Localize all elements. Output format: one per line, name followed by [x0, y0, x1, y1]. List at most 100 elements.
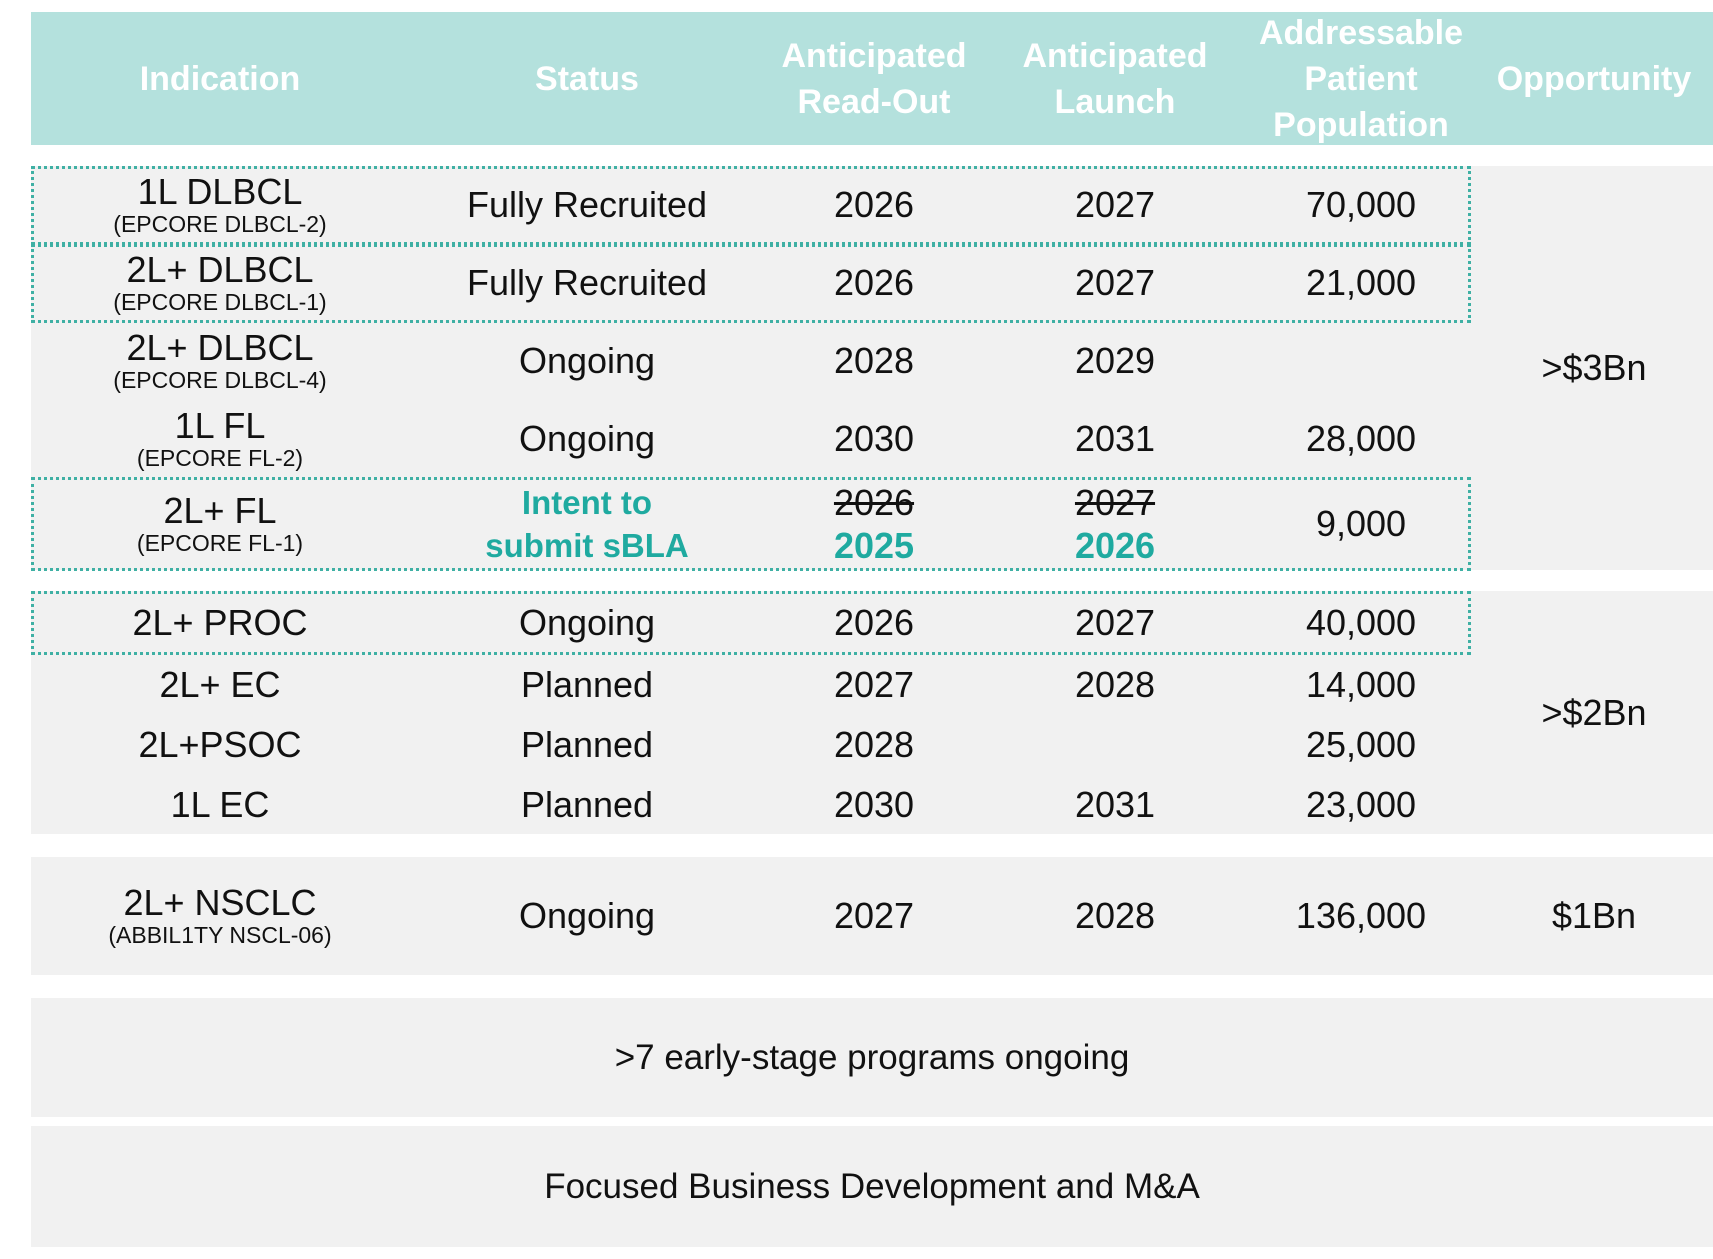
table-row: 2L+ FL (EPCORE FL-1) Intent to submit sB…: [31, 478, 1713, 570]
indication-cell: 1L EC: [170, 783, 270, 825]
launch-cell: 2027: [1074, 184, 1156, 225]
status-line2: submit sBLA: [485, 527, 689, 564]
indication-cell: 2L+ PROC: [132, 602, 308, 643]
status-cell: Planned: [520, 783, 654, 825]
readout-cell: 2030: [833, 418, 915, 459]
status-cell: Fully Recruited: [466, 184, 708, 225]
table-row: 2L+ PROC Ongoing 2026 2027 40,000: [31, 591, 1713, 655]
readout-cell: 2026: [833, 184, 915, 225]
readout-cell: 2026: [833, 602, 915, 643]
trial-name: (EPCORE DLBCL-4): [113, 367, 327, 393]
indication-name: 2L+ DLBCL: [126, 249, 314, 290]
opportunity-heme: >$3Bn: [1541, 347, 1647, 388]
population-cell: 23,000: [1305, 783, 1417, 825]
trial-name: (EPCORE FL-1): [136, 530, 304, 556]
population-cell: 28,000: [1305, 418, 1417, 459]
readout-old: 2026: [833, 482, 915, 523]
launch-old: 2027: [1074, 482, 1156, 523]
indication-name: 1L FL: [174, 405, 266, 446]
header-readout-line1: Anticipated: [781, 36, 967, 75]
population-cell: 70,000: [1305, 184, 1417, 225]
readout-cell: 2026 2025: [765, 478, 983, 570]
header-status: Status: [535, 59, 639, 98]
indication-name: 2L+ DLBCL: [126, 327, 314, 368]
header-population-line1: Addressable: [1258, 13, 1464, 52]
table-row: 1L DLBCL (EPCORE DLBCL-2) Fully Recruite…: [31, 166, 1713, 244]
launch-cell: 2027 2026: [983, 478, 1247, 570]
table-row: 2L+ DLBCL (EPCORE DLBCL-4) Ongoing 2028 …: [31, 322, 1713, 400]
header-launch: Anticipated Launch: [983, 12, 1247, 145]
readout-cell: 2026: [833, 262, 915, 303]
indication-cell: 1L DLBCL (EPCORE DLBCL-2): [31, 166, 409, 244]
indication-cell: 2L+ EC: [159, 664, 281, 705]
population-cell: 14,000: [1305, 664, 1417, 705]
header-opportunity: Opportunity: [1496, 59, 1692, 98]
indication-name: 2L+ FL: [163, 490, 277, 531]
trial-name: (ABBIL1TY NSCL-06): [108, 922, 332, 948]
header-indication: Indication: [139, 59, 301, 98]
nsclc-section: 2L+ NSCLC (ABBIL1TY NSCL-06) Ongoing 202…: [31, 857, 1713, 975]
status-cell: Fully Recruited: [466, 262, 708, 303]
population-cell: [1247, 322, 1475, 400]
population-cell: 25,000: [1305, 724, 1417, 765]
highlight-box: [31, 166, 1471, 245]
header-population-line3: Population: [1273, 105, 1449, 144]
table-row: 2L+ DLBCL (EPCORE DLBCL-1) Fully Recruit…: [31, 244, 1713, 322]
indication-cell: 2L+ DLBCL (EPCORE DLBCL-1): [31, 244, 409, 322]
business-development-banner: Focused Business Development and M&A: [31, 1126, 1713, 1247]
table-row: 2L+PSOC Planned 2028 25,000: [31, 715, 1713, 775]
header-population-line2: Patient: [1304, 59, 1418, 98]
highlight-box: [31, 244, 1471, 323]
readout-cell: 2027: [833, 664, 915, 705]
opportunity-nsclc: $1Bn: [1551, 895, 1637, 936]
status-cell: Ongoing: [518, 418, 656, 459]
highlight-box: [31, 477, 1471, 571]
table-row: 2L+ EC Planned 2027 2028 14,000: [31, 655, 1713, 715]
launch-new: 2026: [1074, 525, 1156, 566]
status-line1: Intent to: [521, 484, 653, 521]
status-cell: Ongoing: [518, 602, 656, 643]
trial-name: (EPCORE FL-2): [136, 445, 304, 471]
indication-name: 1L DLBCL: [137, 171, 303, 212]
readout-cell: 2028: [833, 724, 915, 765]
table-row: 2L+ NSCLC (ABBIL1TY NSCL-06) Ongoing 202…: [31, 857, 1713, 975]
launch-cell: 2031: [1074, 418, 1156, 459]
status-cell: Ongoing: [518, 895, 656, 936]
status-cell: Planned: [520, 664, 654, 705]
indication-cell: 2L+PSOC: [138, 724, 302, 765]
header-launch-line1: Anticipated: [1022, 36, 1208, 75]
heme-section: 1L DLBCL (EPCORE DLBCL-2) Fully Recruite…: [31, 166, 1713, 570]
launch-cell: 2027: [1074, 602, 1156, 643]
readout-cell: 2030: [833, 783, 915, 825]
highlight-box: [31, 591, 1471, 655]
early-stage-banner: >7 early-stage programs ongoing: [31, 998, 1713, 1117]
readout-new: 2025: [833, 525, 915, 566]
population-cell: 9,000: [1315, 503, 1407, 544]
status-cell: Ongoing: [518, 340, 656, 381]
trial-name: (EPCORE DLBCL-2): [113, 211, 327, 237]
indication-cell: 2L+ DLBCL (EPCORE DLBCL-4): [31, 322, 409, 400]
header-launch-line2: Launch: [1054, 82, 1176, 121]
trial-name: (EPCORE DLBCL-1): [113, 289, 327, 315]
launch-cell: 2027: [1074, 262, 1156, 303]
population-cell: 40,000: [1305, 602, 1417, 643]
indication-cell: 2L+ NSCLC (ABBIL1TY NSCL-06): [31, 857, 409, 975]
launch-cell: 2029: [1074, 340, 1156, 381]
header-population: Addressable Patient Population: [1247, 12, 1475, 145]
table-row: 1L EC Planned 2030 2031 23,000: [31, 775, 1713, 834]
solid-section: 2L+ PROC Ongoing 2026 2027 40,000 2L+ EC…: [31, 591, 1713, 834]
launch-cell: 2028: [1074, 664, 1156, 705]
indication-name: 2L+ NSCLC: [123, 882, 317, 923]
readout-cell: 2027: [833, 895, 915, 936]
opportunity-solid: >$2Bn: [1541, 691, 1647, 733]
status-cell: Planned: [520, 724, 654, 765]
indication-cell: 1L FL (EPCORE FL-2): [31, 400, 409, 478]
table-row: 1L FL (EPCORE FL-2) Ongoing 2030 2031 28…: [31, 400, 1713, 478]
header-readout: Anticipated Read-Out: [765, 12, 983, 145]
population-cell: 136,000: [1295, 895, 1427, 936]
indication-cell: 2L+ FL (EPCORE FL-1): [31, 478, 409, 570]
table-header: Indication Status Anticipated Read-Out A…: [31, 12, 1713, 145]
launch-cell: 2031: [1074, 783, 1156, 825]
readout-cell: 2028: [833, 340, 915, 381]
population-cell: 21,000: [1305, 262, 1417, 303]
